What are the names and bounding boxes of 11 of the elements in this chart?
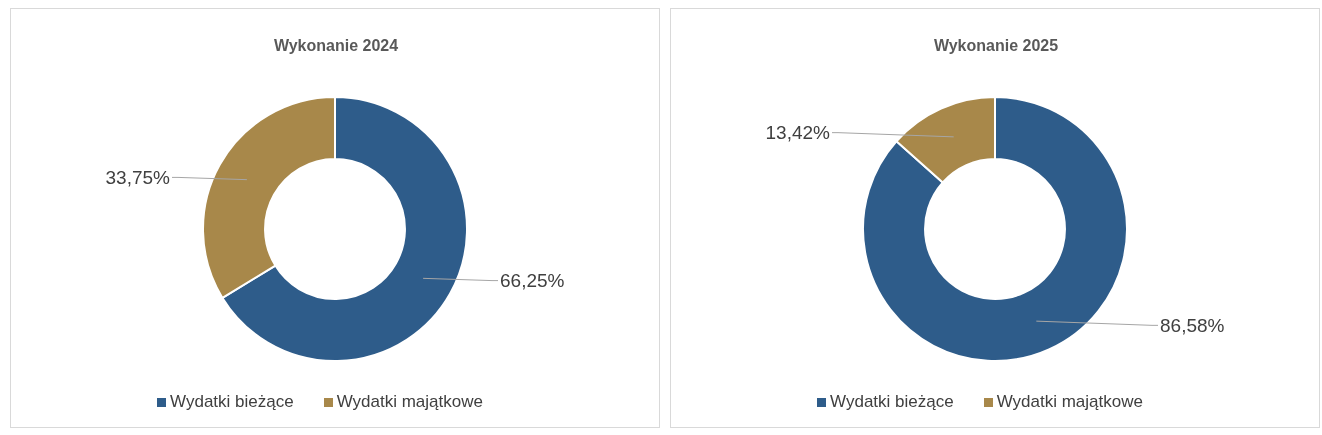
data-label: 33,75% <box>105 167 171 189</box>
data-label: 66,25% <box>500 270 565 292</box>
chart-title: Wykonanie 2025 <box>932 37 1060 55</box>
data-label: 86,58% <box>1160 315 1225 336</box>
chart-title: Wykonanie 2024 <box>272 37 400 55</box>
data-label: 13,42% <box>765 122 831 144</box>
legend-label: Wydatki bieżące <box>170 392 294 411</box>
donut-slice <box>862 96 1128 362</box>
legend-label: Wydatki majątkowe <box>996 392 1143 411</box>
legend-label: Wydatki bieżące <box>830 392 954 411</box>
legend-label: Wydatki majątkowe <box>336 392 483 411</box>
